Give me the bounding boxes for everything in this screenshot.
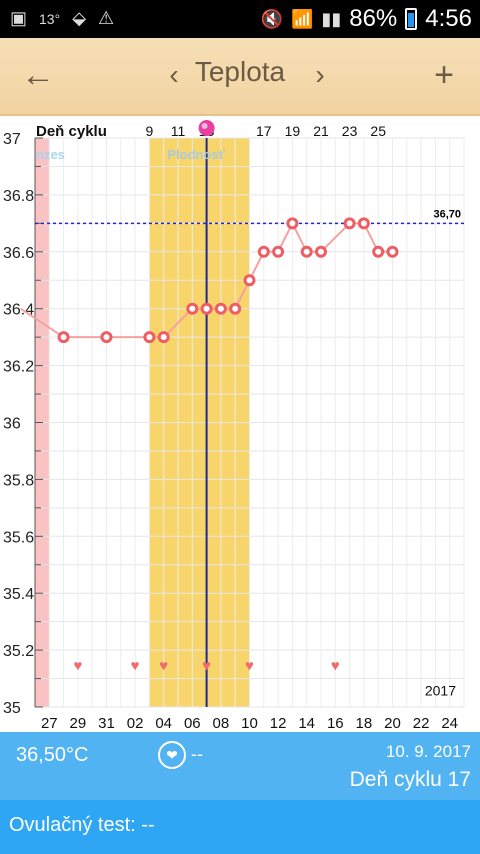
wifi-icon: 📶 xyxy=(291,8,314,29)
temperature-point xyxy=(300,245,313,258)
temperature-point xyxy=(315,245,327,258)
temperature-point xyxy=(229,302,242,315)
y-tick-label: 37 xyxy=(3,131,21,148)
x-tick-label: 31 xyxy=(98,715,115,732)
temperature-point xyxy=(372,245,385,258)
cycle-day-title: Deň cyklu xyxy=(36,123,107,140)
temperature-point xyxy=(272,245,285,258)
footer-date: 10. 9. 2017 xyxy=(385,742,471,761)
battery-percent: 86% xyxy=(349,5,398,32)
temperature-footer: 36,50°C ❤ -- 10. 9. 2017 Deň cyklu 17 xyxy=(0,732,480,800)
x-tick-label: 08 xyxy=(213,715,230,732)
x-tick-label: 04 xyxy=(155,715,172,732)
fertile-label: Plodnosť xyxy=(167,147,225,162)
status-time: 4:56 xyxy=(425,5,472,32)
app-icon: ⬙ xyxy=(72,8,87,28)
cycle-day-label: 11 xyxy=(171,123,186,139)
signal-icon: ▮▮ xyxy=(321,8,342,29)
temperature-point xyxy=(100,331,113,344)
temperature-point xyxy=(214,302,227,315)
battery-icon xyxy=(405,8,418,30)
cycle-day-label: 21 xyxy=(313,123,329,139)
back-button[interactable]: ← xyxy=(14,48,62,102)
temperature-point xyxy=(186,302,199,315)
heart-value: -- xyxy=(191,744,203,764)
x-tick-label: 10 xyxy=(241,715,258,732)
heart-icon[interactable]: ❤ xyxy=(158,741,186,769)
temperature-point xyxy=(343,217,356,230)
temperature-point xyxy=(57,331,70,344)
x-tick-label: 29 xyxy=(70,715,87,732)
x-tick-label: 14 xyxy=(298,715,315,732)
ovulation-test-bar[interactable]: Ovulačný test: -- xyxy=(0,800,480,854)
y-tick-label: 36 xyxy=(3,416,21,433)
y-tick-label: 36.4 xyxy=(3,302,34,319)
temperature-status: 13° xyxy=(39,10,61,27)
temperature-point xyxy=(143,331,156,344)
temperature-point xyxy=(157,331,170,344)
x-tick-label: 27 xyxy=(41,715,58,732)
cycle-day: Deň cyklu 17 xyxy=(349,768,471,791)
x-tick-label: 22 xyxy=(413,715,430,732)
temperature-point xyxy=(257,245,270,258)
y-tick-label: 35.6 xyxy=(3,529,34,546)
menses-label: nzes xyxy=(36,147,65,162)
y-tick-label: 35.8 xyxy=(3,472,34,489)
mute-icon: 🔇 xyxy=(260,8,283,29)
y-tick-label: 36.6 xyxy=(3,245,34,262)
year-label: 2017 xyxy=(425,683,456,699)
ovulation-marker-shine xyxy=(201,123,208,129)
toolbar: ← ‹ Teplota › + xyxy=(0,38,480,116)
cycle-day-label: 23 xyxy=(342,123,358,139)
heart-marker: ♥ xyxy=(331,657,340,674)
status-bar: ▣ 13° ⬙ ⚠ 🔇 📶 ▮▮ 86% 4:56 xyxy=(0,0,480,38)
image-icon: ▣ xyxy=(10,8,28,28)
arrow-left-icon: ← xyxy=(21,55,55,94)
x-tick-label: 12 xyxy=(270,715,287,732)
temperature-point xyxy=(286,217,299,230)
warning-icon: ⚠ xyxy=(98,8,115,28)
temperature-point xyxy=(200,302,213,315)
y-tick-label: 36.8 xyxy=(3,188,34,205)
heart-marker: ♥ xyxy=(159,657,168,674)
temperature-point xyxy=(357,217,370,230)
heart-marker: ♥ xyxy=(245,657,254,674)
y-tick-label: 35 xyxy=(3,700,21,717)
x-tick-label: 02 xyxy=(127,715,144,732)
x-tick-label: 24 xyxy=(441,715,458,732)
cycle-day-label: 17 xyxy=(256,123,272,139)
add-button[interactable]: + xyxy=(420,48,468,102)
x-tick-label: 20 xyxy=(384,715,401,732)
plus-icon: + xyxy=(434,55,454,94)
ovulation-test-label: Ovulačný test: -- xyxy=(9,814,155,836)
current-temperature: 36,50°C xyxy=(16,744,89,766)
x-tick-label: 06 xyxy=(184,715,201,732)
status-right: 🔇 📶 ▮▮ 86% 4:56 xyxy=(261,5,472,33)
y-tick-label: 36.2 xyxy=(3,359,34,376)
status-left: ▣ 13° ⬙ ⚠ xyxy=(10,8,114,29)
cycle-day-label: 19 xyxy=(285,123,301,139)
temperature-chart[interactable]: 37 36.8 36.6 36.4 36.2 36 35.8 35.6 35.4 35.2 35 36… xyxy=(0,116,480,732)
cycle-day-label: 25 xyxy=(370,123,386,139)
cycle-day-label: 9 xyxy=(146,123,154,139)
heart-marker: ♥ xyxy=(202,657,211,674)
x-tick-label: 16 xyxy=(327,715,344,732)
x-tick-label: 18 xyxy=(356,715,373,732)
chevron-left-icon: ‹ xyxy=(169,59,179,90)
chevron-right-icon: › xyxy=(315,59,325,90)
threshold-label: 36,70 xyxy=(433,208,461,220)
temperature-point xyxy=(386,245,399,258)
heart-marker: ♥ xyxy=(73,657,82,674)
y-tick-label: 35.4 xyxy=(3,586,34,603)
temperature-point xyxy=(243,274,256,287)
previous-button[interactable]: ‹ xyxy=(150,48,198,102)
y-tick-label: 35.2 xyxy=(3,643,34,660)
next-button[interactable]: › xyxy=(296,48,344,102)
heart-marker: ♥ xyxy=(131,657,140,674)
page-title: Teplota xyxy=(194,56,286,87)
